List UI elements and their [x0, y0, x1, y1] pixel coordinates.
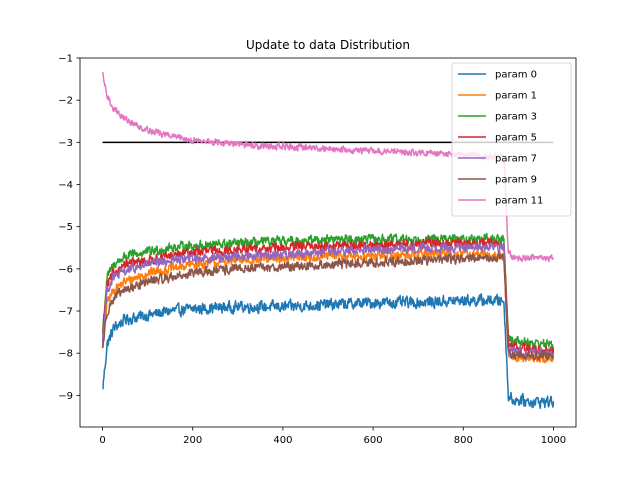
y-tick-label: −6: [58, 264, 73, 275]
y-tick-label: −3: [58, 138, 73, 149]
chart-title: Update to data Distribution: [246, 38, 410, 52]
legend-label: param 1: [495, 91, 537, 102]
axes-border: [79, 57, 577, 428]
y-tick-label: −4: [58, 180, 73, 191]
series-line-param-3: [101, 232, 555, 350]
y-tick-label: −8: [58, 349, 73, 360]
x-tick-label: 1000: [541, 435, 566, 446]
legend-label: param 5: [495, 133, 537, 144]
plot-area: [101, 71, 555, 410]
legend-label: param 7: [495, 154, 537, 165]
axes-frame: [79, 57, 577, 428]
legend-label: param 0: [495, 70, 537, 81]
x-tick-label: 200: [183, 435, 202, 446]
x-tick-label: 600: [364, 435, 383, 446]
legend-label: param 11: [495, 196, 543, 207]
x-tick-label: 800: [454, 435, 473, 446]
series-line-param-9: [101, 252, 555, 361]
legend-label: param 9: [495, 175, 537, 186]
series-line-param-0: [102, 293, 555, 410]
y-tick-label: −2: [58, 96, 73, 107]
y-axis: −9 −8 −7 −6 −5 −4 −3 −2 −1: [58, 54, 80, 402]
series-line-param-7: [101, 242, 555, 360]
y-tick-label: −5: [58, 222, 73, 233]
legend: param 0 param 1 param 3 param 5 param 7 param…: [451, 62, 572, 217]
y-tick-label: −7: [58, 307, 73, 318]
x-tick-label: 400: [273, 435, 292, 446]
y-tick-label: −1: [58, 54, 73, 65]
y-tick-label: −9: [58, 391, 73, 402]
legend-label: param 3: [495, 112, 537, 123]
x-axis: 0 200 400 600 800 1000: [99, 427, 566, 446]
legend-box: [451, 62, 572, 217]
x-tick-label: 0: [99, 435, 105, 446]
